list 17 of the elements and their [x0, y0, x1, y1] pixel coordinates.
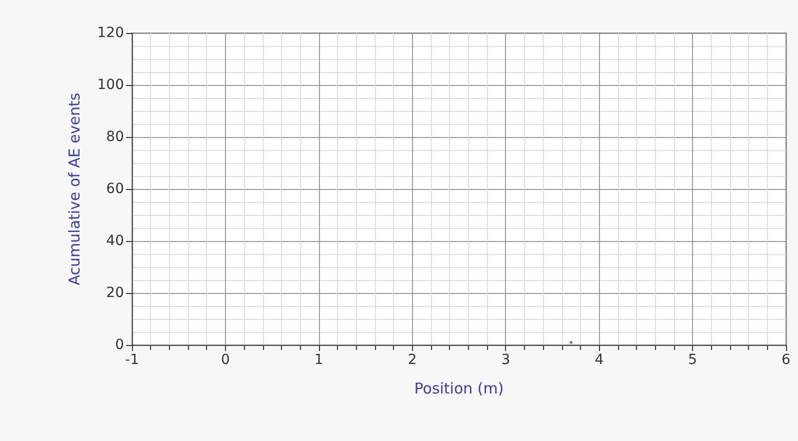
- x-tick-label: -1: [125, 352, 139, 368]
- y-tick-label: 100: [97, 77, 124, 93]
- x-tick-label: 5: [688, 352, 698, 368]
- x-tick-label: 2: [408, 352, 417, 368]
- y-tick-label: 60: [106, 181, 124, 197]
- y-tick-label: 0: [115, 337, 124, 353]
- x-axis-title: Position (m): [414, 380, 504, 398]
- y-tick-label: 80: [106, 129, 124, 145]
- x-tick-label: 4: [594, 352, 604, 368]
- x-tick-label: 3: [501, 352, 510, 368]
- y-tick-label: 120: [97, 25, 124, 41]
- y-tick-label: 20: [106, 285, 124, 301]
- x-tick-label: 0: [220, 352, 230, 368]
- y-axis-title: Acumulative of AE events: [66, 92, 84, 286]
- x-tick-label: 1: [314, 352, 324, 368]
- x-tick-label: 6: [782, 352, 791, 368]
- y-tick-label: 40: [106, 233, 124, 249]
